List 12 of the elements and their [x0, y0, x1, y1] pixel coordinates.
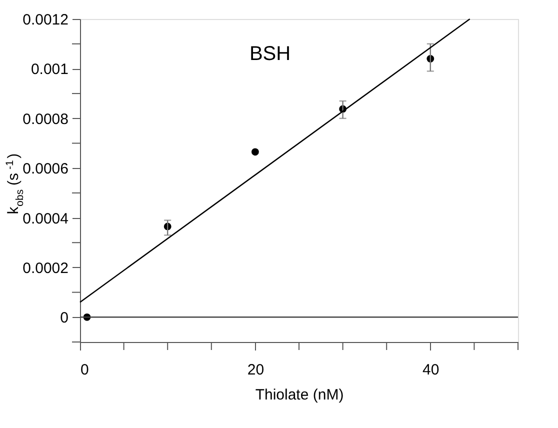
annotation: BSH: [249, 43, 291, 65]
y-tick-label: 0: [60, 310, 68, 327]
x-tick-label: 20: [247, 362, 264, 378]
x-tick-label: 0: [80, 362, 89, 378]
y-tick-label: 0.0012: [22, 12, 68, 28]
y-tick-label: 0.0004: [22, 210, 68, 228]
point: [251, 148, 259, 156]
y-tick-label: 0.001: [30, 61, 68, 78]
y-tick-label: 0.0008: [22, 110, 68, 128]
x-tick-label: 40: [422, 362, 440, 378]
y-tick-label: 0.0002: [22, 260, 68, 277]
x-axis-title: Thiolate (nM): [255, 386, 344, 404]
